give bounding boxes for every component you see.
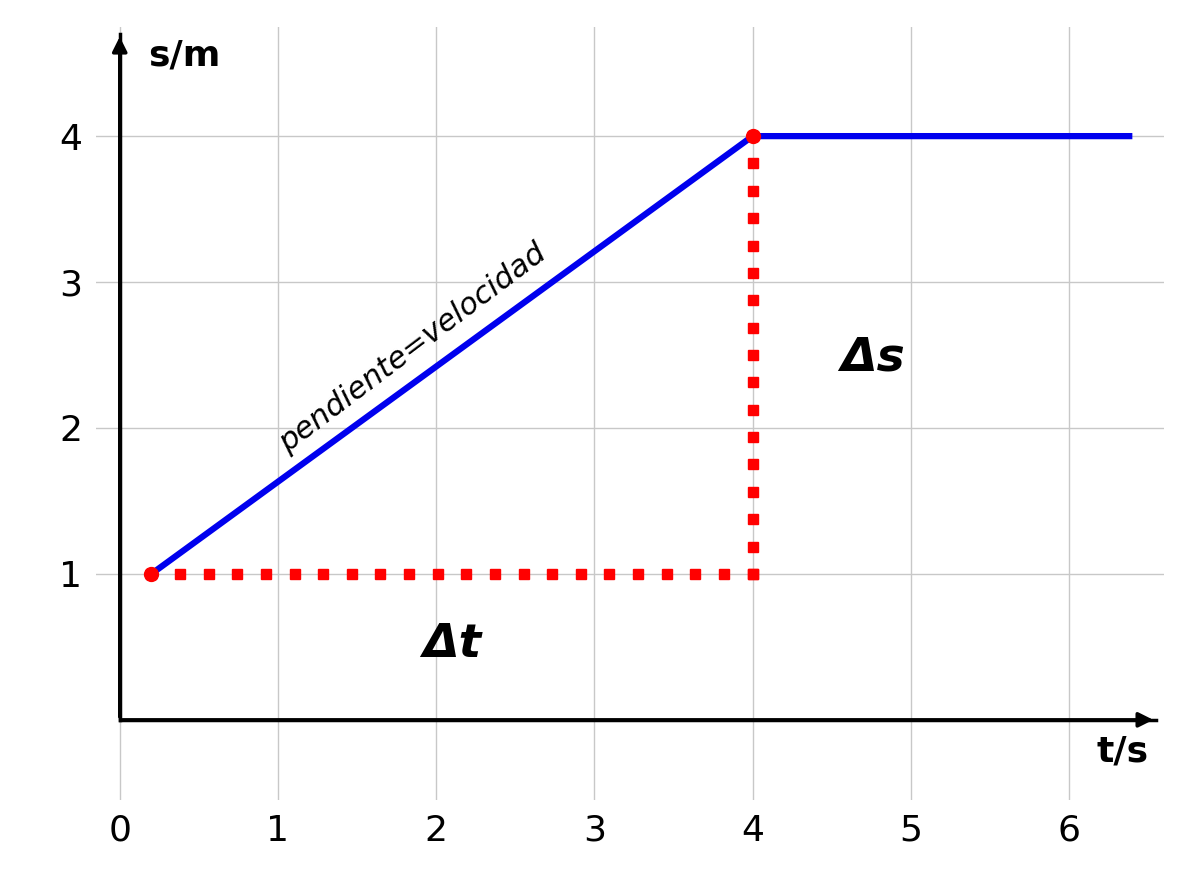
Text: t/s: t/s	[1096, 734, 1148, 768]
Text: Δs: Δs	[840, 335, 905, 380]
Text: pendiente=velocidad: pendiente=velocidad	[274, 238, 552, 458]
Text: s/m: s/m	[149, 38, 221, 72]
Text: Δt: Δt	[422, 622, 481, 667]
